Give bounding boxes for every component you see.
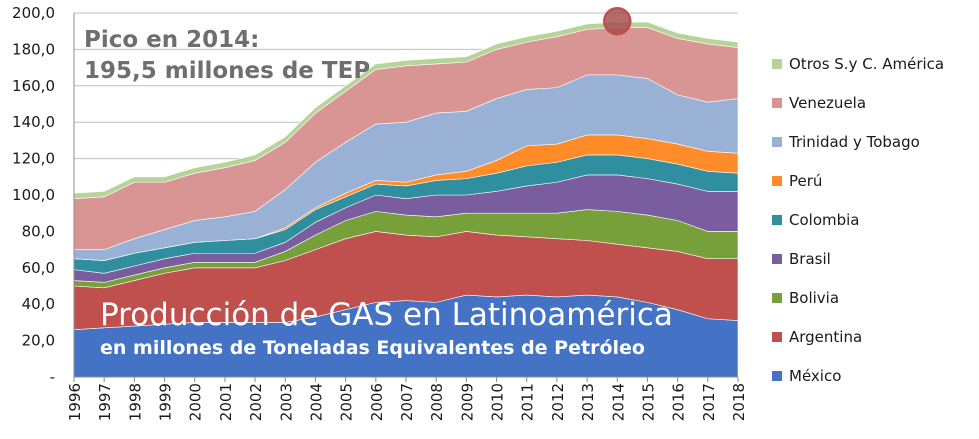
x-tick-label: 2011 [519,383,537,421]
x-tick-label: 1999 [157,383,175,421]
x-tick-label: 2008 [428,383,446,421]
y-tick-label: 100,0 [12,186,55,204]
area-otros-s-y-c-america [73,21,739,199]
legend-label: Otros S.y C. América [789,55,944,73]
y-tick-label: - [50,368,55,386]
x-tick-label: 2005 [338,383,356,421]
legend-label: Venezuela [789,94,866,112]
x-tick-label: 2001 [217,383,235,421]
x-tick-label: 2017 [700,383,718,421]
legend-label: Colombia [789,211,860,229]
legend-swatch [772,293,782,303]
y-tick-label: 200,0 [12,4,55,22]
x-tick-label: 2000 [187,383,205,421]
legend-swatch [772,59,782,69]
legend-label: Argentina [789,328,862,346]
x-tick-label: 1997 [96,383,114,421]
x-tick-label: 1998 [126,383,144,421]
x-tick-label: 2013 [579,383,597,421]
legend-label: Perú [789,172,822,190]
y-tick-label: 60,0 [22,259,55,277]
y-tick-label: 180,0 [12,40,55,58]
x-tick-label: 1996 [66,383,84,421]
y-tick-label: 160,0 [12,77,55,95]
legend-label: Trinidad y Tobago [788,133,920,151]
y-tick-label: 80,0 [22,222,55,240]
y-tick-label: 20,0 [22,332,55,350]
legend-swatch [772,371,782,381]
chart-title: Producción de GAS en Latinoamérica [100,297,673,333]
plot-areas [73,21,739,378]
peak-marker [603,6,632,36]
legend-swatch [772,176,782,186]
legend-swatch [772,254,782,264]
x-tick-label: 2002 [247,383,265,421]
legend-swatch [772,215,782,225]
legend-swatch [772,332,782,342]
legend-swatch [772,98,782,108]
chart-subtitle: en millones de Toneladas Equivalentes de… [100,337,645,359]
x-tick-label: 2012 [549,383,567,421]
y-tick-label: 140,0 [12,113,55,131]
annotation-line-1: Pico en 2014: [84,27,259,53]
x-tick-label: 2009 [458,383,476,421]
y-tick-labels: - 20,0 40,0 60,0 80,0 100,0 120,0 140,0 160,0 180… [12,4,55,386]
legend-label: Brasil [789,250,831,268]
legend-swatch [772,137,782,147]
y-tick-label: 120,0 [12,150,55,168]
annotation-line-2: 195,5 millones de TEP [84,58,370,84]
x-tick-label: 2015 [639,383,657,421]
x-tick-label: 2006 [368,383,386,421]
x-tick-labels: 1996 1997 1998 1999 2000 2001 2002 2003 2004 2005… [66,377,748,421]
x-tick-label: 2003 [277,383,295,421]
legend-label: México [789,367,841,385]
x-tick-label: 2004 [307,383,325,421]
x-tick-label: 2007 [398,383,416,421]
x-tick-label: 2010 [489,383,507,421]
x-tick-label: 2016 [670,383,688,421]
y-tick-label: 40,0 [22,295,55,313]
x-tick-label: 2018 [730,383,748,421]
legend-label: Bolivia [789,289,839,307]
legend: Otros S.y C. América Venezuela Trinidad y … [772,55,944,385]
x-tick-label: 2014 [609,383,627,421]
